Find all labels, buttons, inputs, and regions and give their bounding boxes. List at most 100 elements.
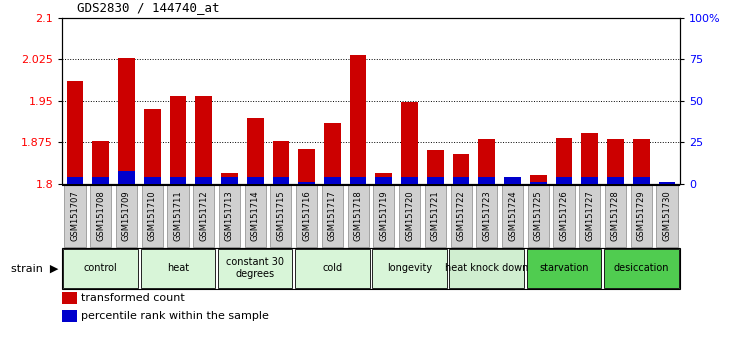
FancyBboxPatch shape bbox=[90, 185, 111, 246]
Bar bbox=[607, 177, 624, 184]
Bar bbox=[247, 177, 264, 184]
FancyBboxPatch shape bbox=[245, 185, 265, 246]
Text: GSM151708: GSM151708 bbox=[96, 190, 105, 241]
Bar bbox=[504, 177, 521, 184]
FancyBboxPatch shape bbox=[270, 185, 292, 246]
Bar bbox=[273, 141, 289, 184]
FancyBboxPatch shape bbox=[193, 185, 214, 246]
Text: GSM151718: GSM151718 bbox=[354, 190, 363, 241]
FancyBboxPatch shape bbox=[374, 185, 395, 246]
Bar bbox=[556, 177, 572, 184]
Bar bbox=[581, 133, 598, 184]
Text: heat: heat bbox=[167, 263, 189, 273]
Text: GSM151730: GSM151730 bbox=[662, 190, 672, 241]
Text: GSM151709: GSM151709 bbox=[122, 190, 131, 241]
Bar bbox=[92, 141, 109, 184]
Text: transformed count: transformed count bbox=[80, 293, 184, 303]
Bar bbox=[607, 139, 624, 184]
Text: constant 30
degrees: constant 30 degrees bbox=[226, 257, 284, 279]
Bar bbox=[376, 177, 393, 184]
Text: strain  ▶: strain ▶ bbox=[11, 263, 58, 273]
Bar bbox=[427, 177, 444, 184]
FancyBboxPatch shape bbox=[450, 185, 471, 246]
Bar bbox=[478, 177, 495, 184]
Text: GSM151721: GSM151721 bbox=[431, 190, 440, 241]
Bar bbox=[67, 177, 83, 184]
Bar bbox=[478, 139, 495, 184]
Text: GSM151723: GSM151723 bbox=[482, 190, 491, 241]
FancyBboxPatch shape bbox=[656, 185, 678, 246]
Bar bbox=[376, 173, 393, 184]
FancyBboxPatch shape bbox=[142, 185, 163, 246]
Bar bbox=[195, 96, 212, 184]
FancyBboxPatch shape bbox=[372, 249, 447, 288]
Bar bbox=[349, 55, 366, 184]
Bar bbox=[452, 154, 469, 184]
Text: GSM151724: GSM151724 bbox=[508, 190, 517, 241]
Text: GSM151713: GSM151713 bbox=[225, 190, 234, 241]
FancyBboxPatch shape bbox=[140, 249, 215, 288]
Bar bbox=[221, 173, 238, 184]
Bar bbox=[504, 182, 521, 184]
FancyBboxPatch shape bbox=[553, 185, 575, 246]
FancyBboxPatch shape bbox=[528, 185, 549, 246]
Text: percentile rank within the sample: percentile rank within the sample bbox=[80, 311, 268, 321]
Text: GSM151727: GSM151727 bbox=[586, 190, 594, 241]
Text: GSM151714: GSM151714 bbox=[251, 190, 260, 241]
Bar bbox=[324, 123, 341, 184]
Text: GSM151716: GSM151716 bbox=[302, 190, 311, 241]
FancyBboxPatch shape bbox=[604, 249, 678, 288]
Text: GSM151712: GSM151712 bbox=[199, 190, 208, 241]
Bar bbox=[62, 292, 77, 304]
FancyBboxPatch shape bbox=[631, 185, 652, 246]
Bar bbox=[62, 310, 77, 322]
Bar bbox=[401, 177, 418, 184]
Bar bbox=[247, 118, 264, 184]
Text: heat knock down: heat knock down bbox=[445, 263, 529, 273]
FancyBboxPatch shape bbox=[347, 185, 368, 246]
Bar bbox=[67, 81, 83, 184]
Bar bbox=[273, 177, 289, 184]
Text: GSM151722: GSM151722 bbox=[457, 190, 466, 241]
FancyBboxPatch shape bbox=[64, 185, 86, 246]
Bar bbox=[349, 177, 366, 184]
Bar bbox=[92, 177, 109, 184]
Bar bbox=[118, 58, 135, 184]
Bar bbox=[144, 109, 161, 184]
Text: desiccation: desiccation bbox=[613, 263, 669, 273]
Bar bbox=[324, 177, 341, 184]
FancyBboxPatch shape bbox=[399, 185, 420, 246]
FancyBboxPatch shape bbox=[219, 185, 240, 246]
FancyBboxPatch shape bbox=[450, 249, 524, 288]
Text: GDS2830 / 144740_at: GDS2830 / 144740_at bbox=[77, 1, 219, 14]
Text: GSM151725: GSM151725 bbox=[534, 190, 543, 241]
Bar bbox=[195, 177, 212, 184]
Text: GSM151715: GSM151715 bbox=[276, 190, 285, 241]
FancyBboxPatch shape bbox=[605, 185, 626, 246]
Text: longevity: longevity bbox=[387, 263, 432, 273]
Bar bbox=[659, 182, 675, 184]
FancyBboxPatch shape bbox=[64, 249, 138, 288]
FancyBboxPatch shape bbox=[527, 249, 602, 288]
Text: cold: cold bbox=[322, 263, 342, 273]
Bar bbox=[427, 150, 444, 184]
FancyBboxPatch shape bbox=[425, 185, 446, 246]
FancyBboxPatch shape bbox=[502, 185, 523, 246]
Bar bbox=[633, 177, 650, 184]
Text: control: control bbox=[84, 263, 118, 273]
Bar bbox=[556, 138, 572, 184]
FancyBboxPatch shape bbox=[218, 249, 292, 288]
FancyBboxPatch shape bbox=[116, 185, 137, 246]
Bar bbox=[581, 177, 598, 184]
Text: GSM151726: GSM151726 bbox=[559, 190, 569, 241]
FancyBboxPatch shape bbox=[295, 249, 370, 288]
FancyBboxPatch shape bbox=[477, 185, 497, 246]
Text: GSM151729: GSM151729 bbox=[637, 190, 645, 241]
Bar bbox=[170, 96, 186, 184]
Text: GSM151717: GSM151717 bbox=[328, 190, 337, 241]
Bar bbox=[298, 182, 315, 184]
Text: GSM151710: GSM151710 bbox=[148, 190, 156, 241]
Bar bbox=[452, 177, 469, 184]
Text: GSM151720: GSM151720 bbox=[405, 190, 414, 241]
FancyBboxPatch shape bbox=[322, 185, 343, 246]
